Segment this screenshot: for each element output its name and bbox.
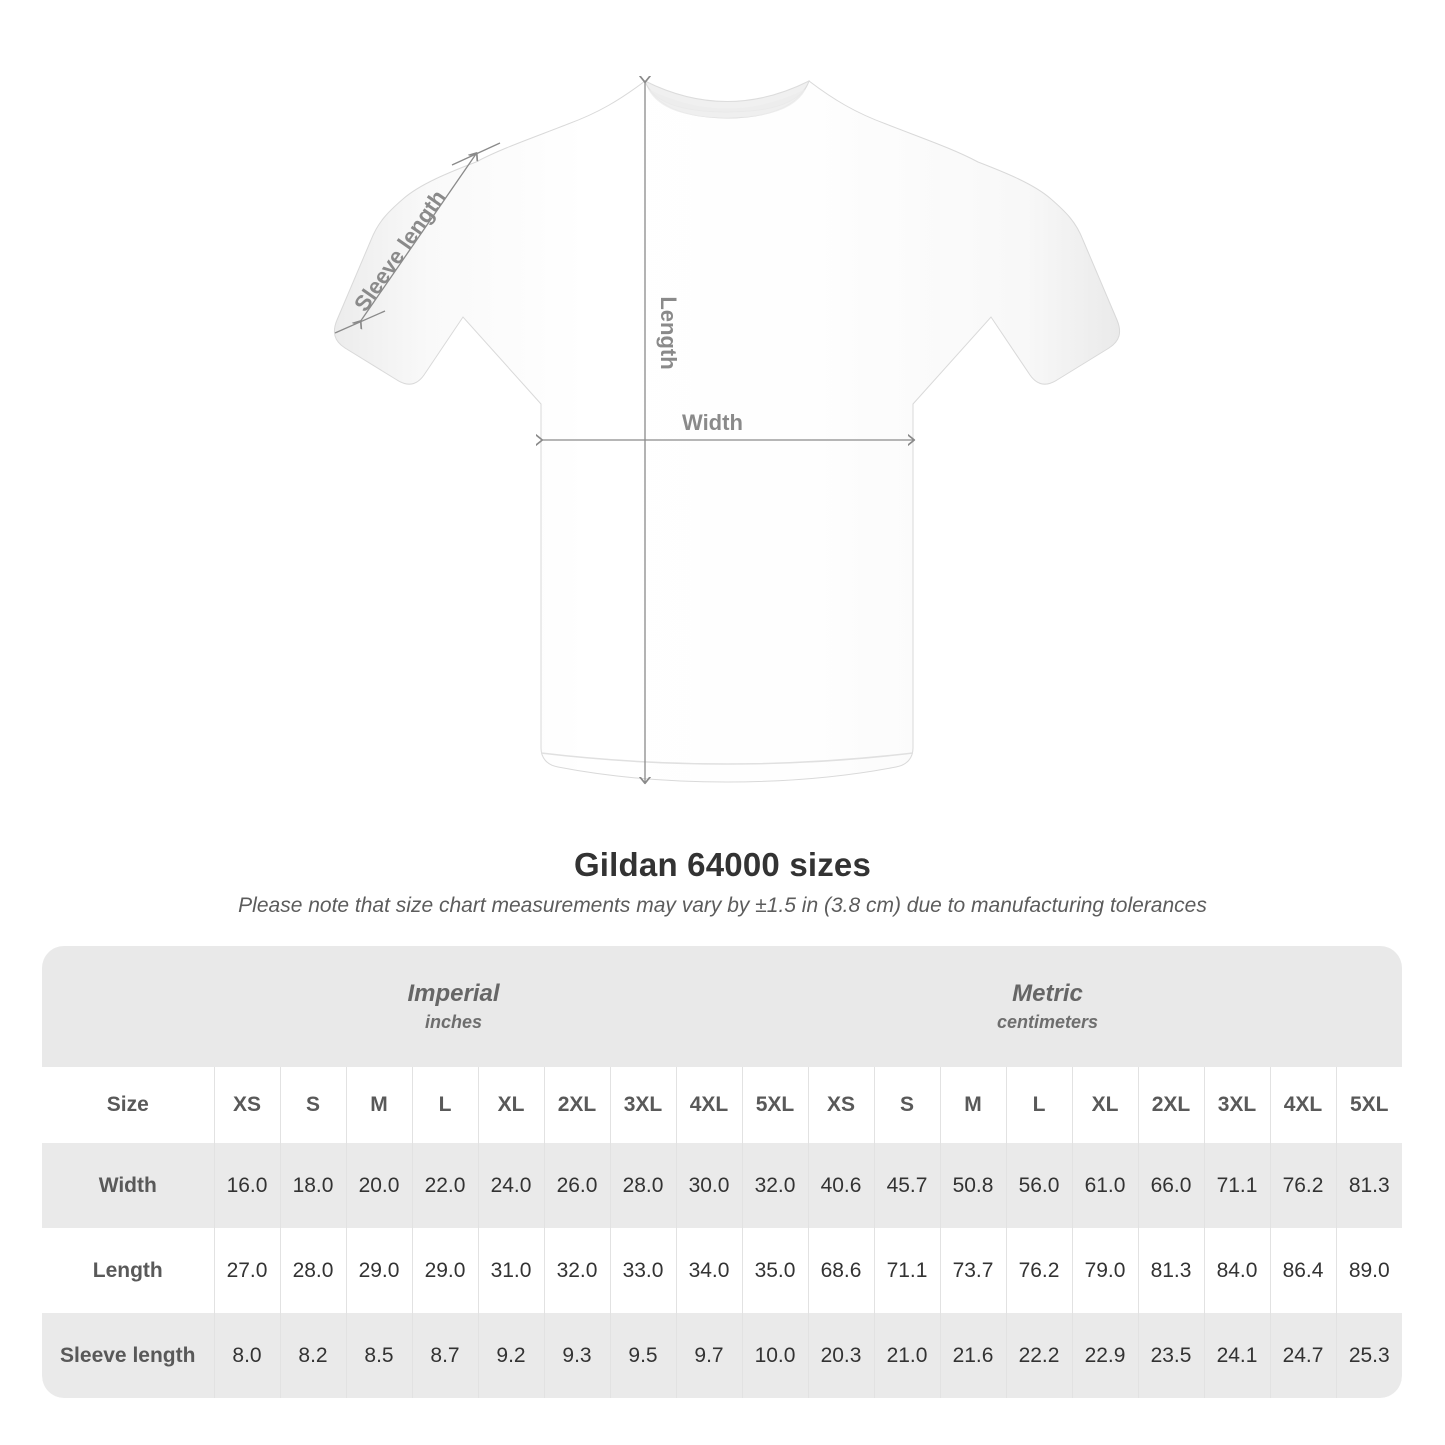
svg-text:Length: Length bbox=[656, 296, 681, 369]
svg-text:Width: Width bbox=[682, 410, 743, 435]
svg-text:Sleeve length: Sleeve length bbox=[349, 185, 451, 316]
